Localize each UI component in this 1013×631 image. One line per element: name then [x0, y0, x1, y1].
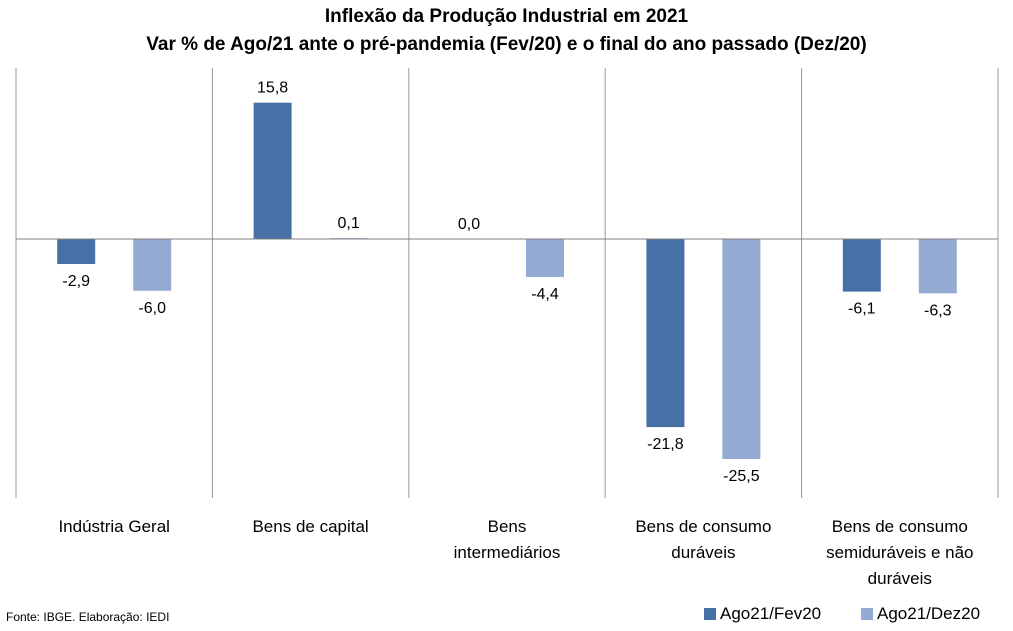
- bar: [722, 239, 761, 459]
- chart-subtitle: Var % de Ago/21 ante o pré-pandemia (Fev…: [146, 34, 867, 55]
- category-label: duráveis: [868, 569, 932, 588]
- bar: [253, 102, 292, 239]
- bar: [842, 239, 881, 292]
- data-label: -25,5: [723, 468, 760, 485]
- data-label: -4,4: [531, 286, 559, 303]
- data-label: -2,9: [62, 273, 90, 290]
- category-label: Bens de capital: [252, 517, 368, 536]
- legend-label-ago21-fev20: Ago21/Fev20: [720, 604, 822, 623]
- category-label: semiduráveis e não: [826, 543, 973, 562]
- bar: [57, 239, 96, 265]
- category-label: Bens: [488, 517, 527, 536]
- data-label: 0,0: [458, 216, 480, 233]
- data-label: -21,8: [647, 436, 684, 453]
- data-label: 0,1: [337, 215, 359, 232]
- bar: [918, 239, 957, 294]
- data-label: -6,3: [924, 302, 952, 319]
- data-label: 15,8: [257, 80, 288, 97]
- category-label: intermediários: [454, 543, 561, 562]
- legend-item-ago21-fev20: Ago21/Fev20: [704, 604, 821, 624]
- data-label: -6,0: [138, 300, 166, 317]
- data-label: -6,1: [848, 301, 876, 318]
- bar: [526, 239, 564, 277]
- category-label: Indústria Geral: [58, 517, 170, 536]
- legend-swatch-ago21-dez20: [861, 608, 873, 620]
- category-label: Bens de consumo: [635, 517, 771, 536]
- source-note: Fonte: IBGE. Elaboração: IEDI: [6, 610, 170, 624]
- legend-swatch-ago21-fev20: [704, 608, 716, 620]
- category-label: Bens de consumo: [832, 517, 968, 536]
- chart-title: Inflexão da Produção Industrial em 2021: [324, 6, 689, 27]
- bar: [646, 239, 685, 428]
- bar: [133, 239, 172, 291]
- legend-item-ago21-dez20: Ago21/Dez20: [861, 604, 980, 624]
- category-label: duráveis: [671, 543, 735, 562]
- legend-label-ago21-dez20: Ago21/Dez20: [877, 604, 981, 623]
